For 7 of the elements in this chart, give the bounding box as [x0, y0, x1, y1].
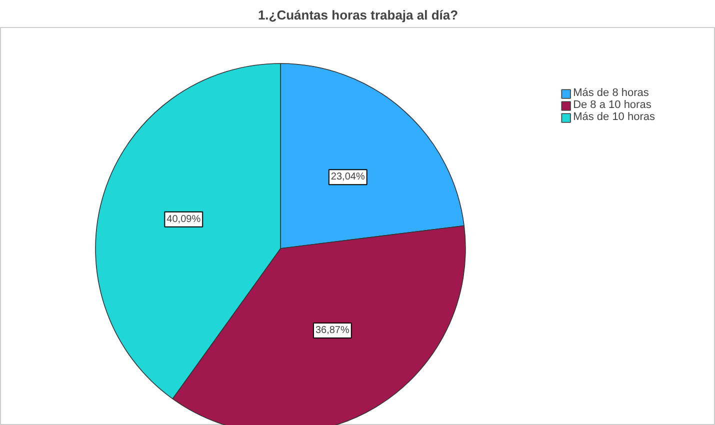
legend-label: De 8 a 10 horas [573, 99, 652, 111]
chart-title: 1.¿Cuántas horas trabaja al día? [258, 8, 458, 22]
legend-label: Más de 10 horas [573, 111, 655, 123]
data-label: 36,87% [315, 324, 350, 336]
data-label: 40,09% [166, 214, 201, 225]
data-label: 23,04% [330, 172, 365, 183]
legend-label: Más de 8 horas [573, 87, 649, 99]
